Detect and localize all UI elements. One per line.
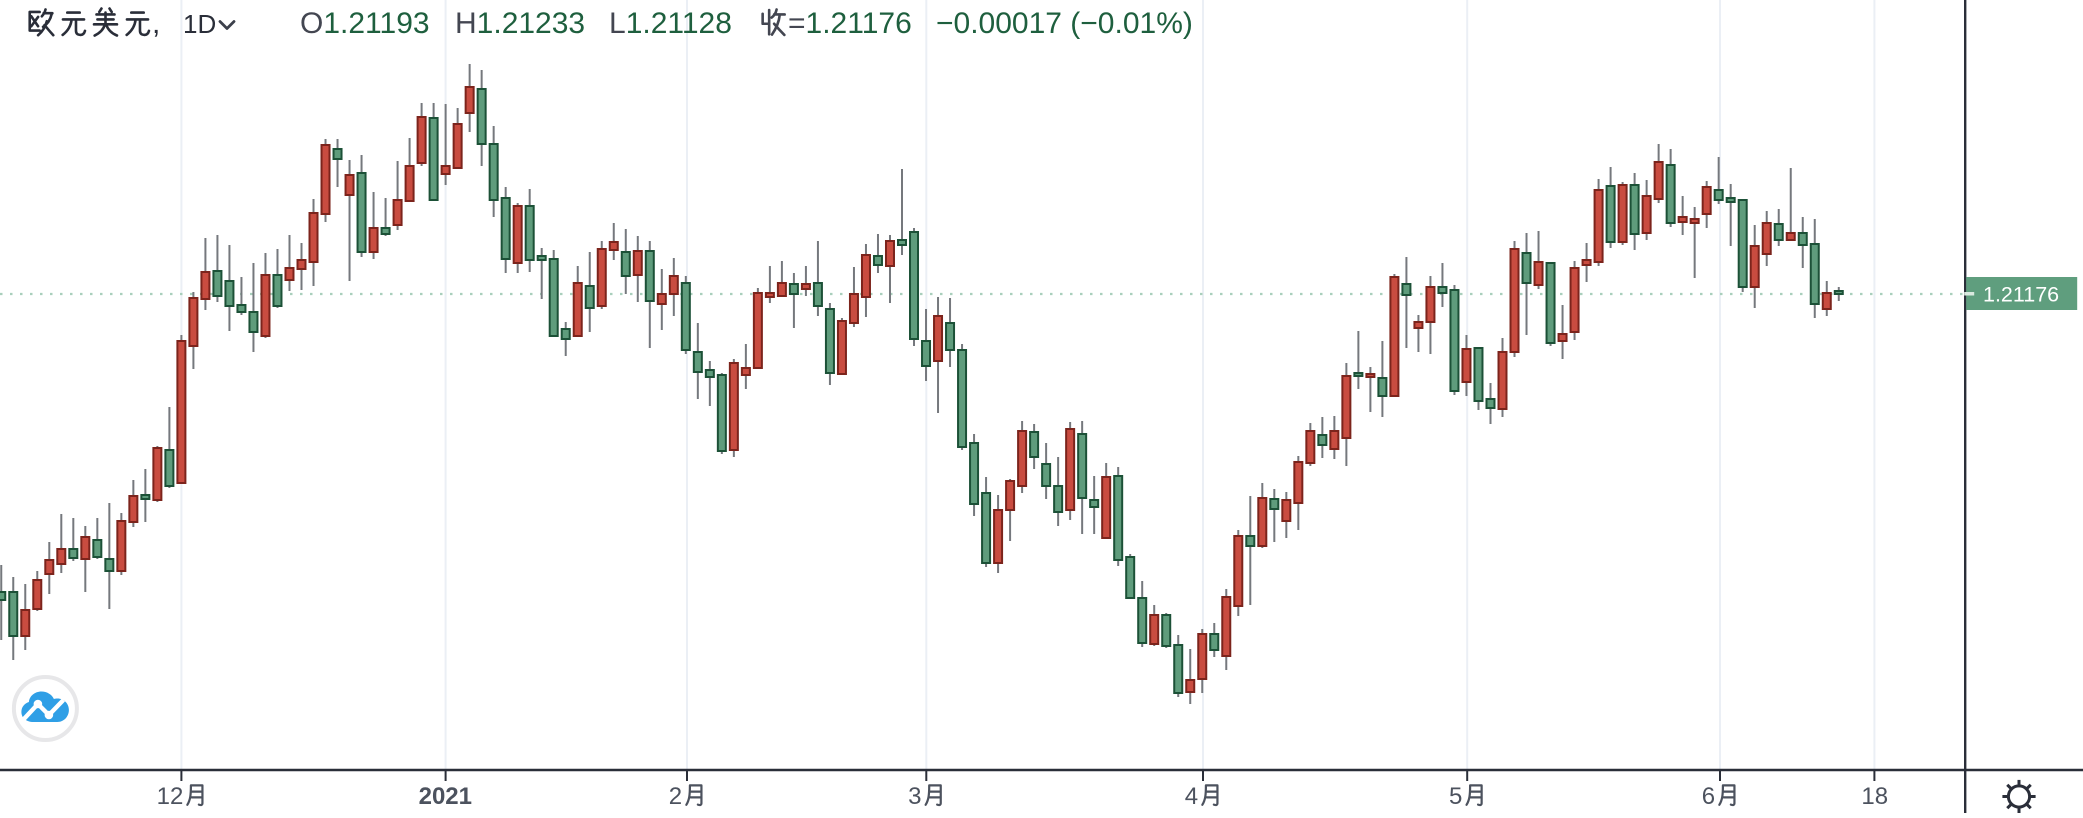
svg-text:2: 2 [669,783,682,810]
svg-text:5: 5 [1449,783,1462,810]
svg-text:18: 18 [1861,783,1888,810]
svg-text:12: 12 [157,783,184,810]
svg-text:L1.21128: L1.21128 [609,7,732,40]
svg-text:6: 6 [1702,783,1715,810]
svg-text:O1.21193: O1.21193 [300,7,430,40]
svg-text:−0.00017 (−0.01%): −0.00017 (−0.01%) [936,7,1193,40]
svg-text:3: 3 [908,783,921,810]
svg-text:4: 4 [1185,783,1198,810]
svg-text:=1.21176: =1.21176 [788,7,912,40]
svg-text:,: , [152,7,160,40]
svg-text:H1.21233: H1.21233 [455,7,585,40]
svg-text:1D: 1D [183,9,216,39]
svg-text:2021: 2021 [419,783,472,810]
svg-text:1.21176: 1.21176 [1983,283,2059,307]
